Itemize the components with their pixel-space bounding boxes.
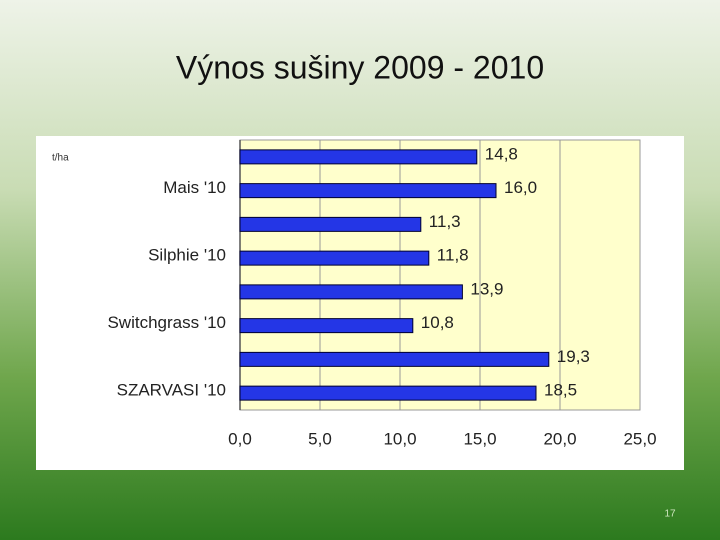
- value-label: 13,9: [470, 279, 503, 298]
- x-tick-label: 10,0: [383, 429, 416, 448]
- bar: [239, 284, 463, 300]
- y-tick-label: SZARVASI '10: [117, 381, 226, 400]
- x-tick-label: 25,0: [623, 429, 656, 448]
- x-tick-label: 15,0: [463, 429, 496, 448]
- bar: [239, 318, 414, 334]
- x-tick-label: 5,0: [308, 429, 332, 448]
- plot-area: [239, 139, 641, 411]
- slide-title: Výnos sušiny 2009 - 2010: [176, 49, 544, 85]
- bar: [239, 183, 497, 199]
- bar: [239, 250, 430, 266]
- bar: [239, 216, 422, 232]
- bar: [239, 385, 537, 401]
- value-label: 19,3: [557, 347, 590, 366]
- page-number: 17: [664, 509, 676, 520]
- unit-label: t/ha: [52, 153, 69, 164]
- y-tick-label: Silphie '10: [148, 246, 226, 265]
- value-label: 11,3: [429, 212, 461, 231]
- value-label: 10,8: [421, 313, 454, 332]
- value-label: 16,0: [504, 178, 537, 197]
- x-tick-label: 0,0: [228, 429, 252, 448]
- bar: [239, 351, 550, 367]
- value-label: 11,8: [437, 246, 469, 265]
- y-tick-label: Switchgrass '10: [107, 313, 226, 332]
- value-label: 18,5: [544, 381, 577, 400]
- y-tick-label: Mais '10: [163, 178, 226, 197]
- bar: [239, 149, 478, 165]
- value-label: 14,8: [485, 144, 518, 163]
- x-tick-label: 20,0: [543, 429, 576, 448]
